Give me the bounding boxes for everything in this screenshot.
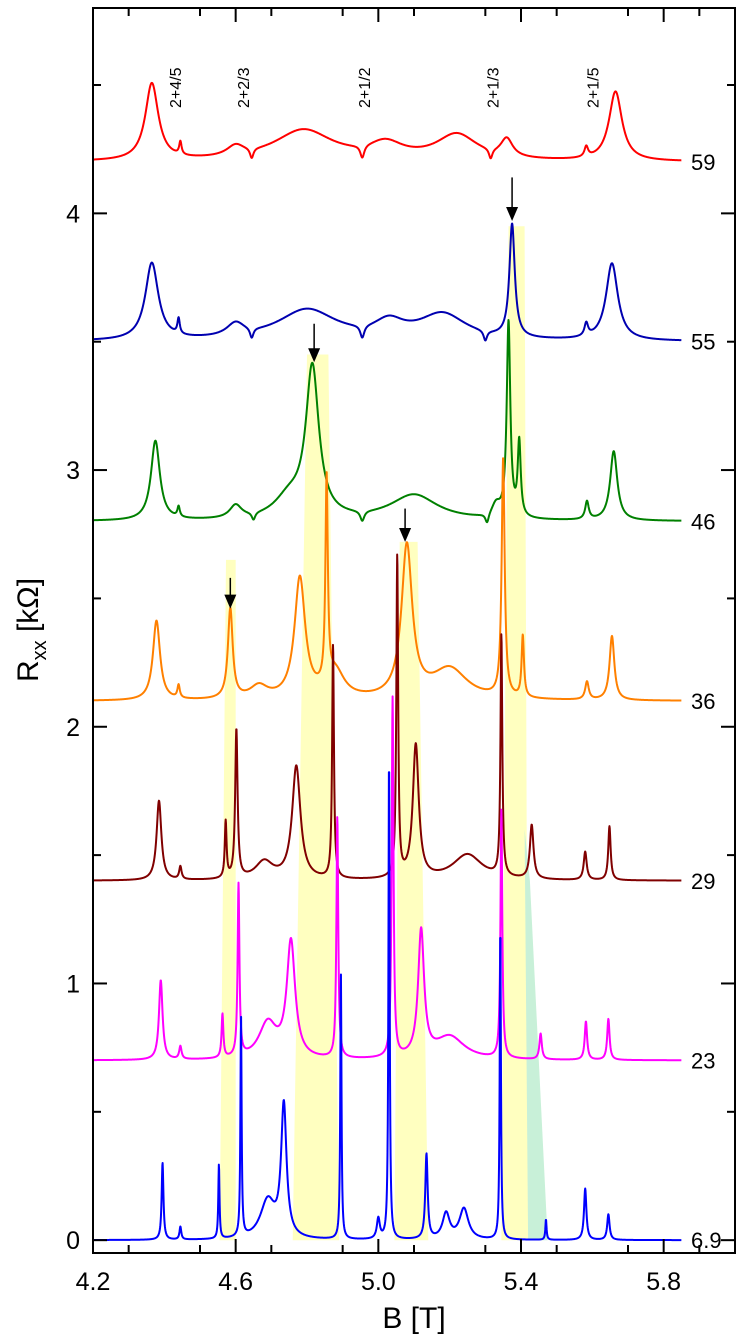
arrow-head-3 <box>399 527 412 542</box>
y-tick-label: 0 <box>66 1227 80 1255</box>
arrow-markers <box>224 177 519 609</box>
series-line-46 <box>92 318 683 524</box>
arrow-head-2 <box>308 348 321 363</box>
state-label-2-2-3: 2+2/3 <box>236 67 253 108</box>
highlight-band-4 <box>501 226 529 1241</box>
x-tick-label: 5.8 <box>646 1268 681 1296</box>
series-label-29: 29 <box>691 869 715 894</box>
series-line-36 <box>92 457 683 702</box>
state-label-2-1-3: 2+1/3 <box>485 67 502 108</box>
state-label-2-4-5: 2+4/5 <box>168 67 185 108</box>
highlight-band-3 <box>394 541 429 1241</box>
series-label-55: 55 <box>691 330 715 355</box>
highlight-regions <box>219 226 548 1241</box>
y-tick-label: 2 <box>66 714 80 742</box>
axis-ticks <box>92 8 735 1253</box>
series-line-59 <box>92 81 683 162</box>
series-label-6-9: 6.9 <box>691 1228 722 1253</box>
state-label-2-1-5: 2+1/5 <box>585 67 602 108</box>
x-tick-label: 4.6 <box>218 1268 253 1296</box>
y-tick-label: 1 <box>66 970 80 998</box>
series-label-46: 46 <box>691 509 715 534</box>
y-axis-title-unit: [kΩ] <box>12 578 45 640</box>
series-label-59: 59 <box>691 150 715 175</box>
series-line-29 <box>92 553 683 882</box>
x-tick-label: 5.0 <box>361 1268 396 1296</box>
x-axis-title: B [T] <box>382 1302 445 1335</box>
series-line-6-9 <box>92 771 683 1242</box>
y-axis-title-sub: xx <box>29 640 51 660</box>
state-label-2-1-2: 2+1/2 <box>357 67 374 108</box>
highlight-band-1 <box>219 559 236 1241</box>
y-axis-title: Rxx [kΩ] <box>12 578 51 682</box>
y-tick-label: 3 <box>66 457 80 485</box>
series-label-23: 23 <box>691 1048 715 1073</box>
arrow-head-4 <box>506 207 519 222</box>
series-label-36: 36 <box>691 689 715 714</box>
y-axis-title-main: R <box>12 660 45 682</box>
arrow-head-1 <box>224 594 237 609</box>
highlight-band-5 <box>524 829 548 1241</box>
x-tick-label: 4.2 <box>76 1268 111 1296</box>
series-line-55 <box>92 222 683 342</box>
series-group <box>92 81 683 1242</box>
x-tick-label: 5.4 <box>504 1268 539 1296</box>
y-tick-label: 4 <box>66 200 80 228</box>
